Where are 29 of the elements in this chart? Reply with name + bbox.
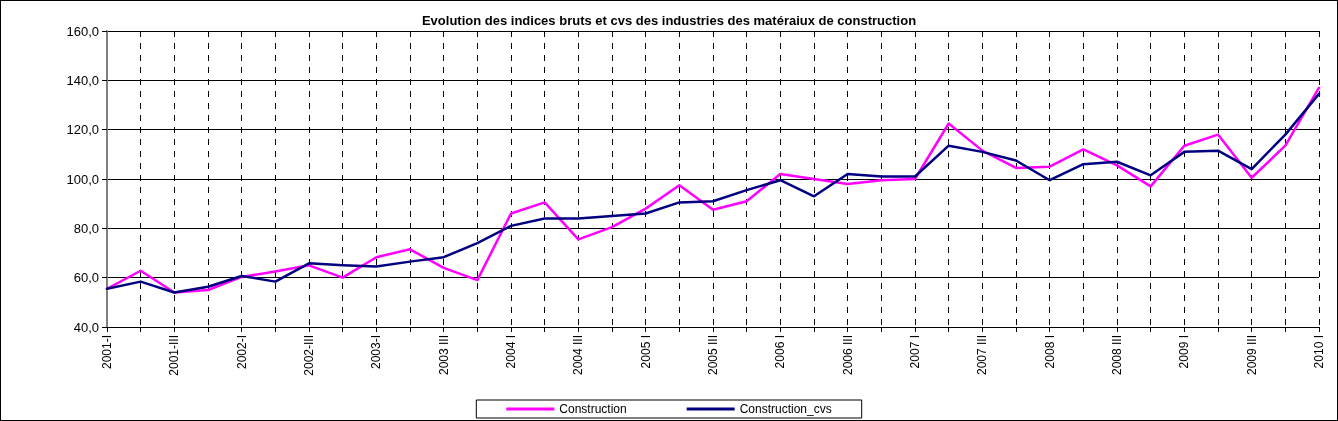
- y-tick-label: 100,0: [66, 171, 99, 187]
- x-tick-label: 2001-I: [100, 335, 114, 370]
- x-tick-label: 2007 III: [975, 335, 990, 376]
- x-tick-label: 2010 I: [1312, 335, 1326, 369]
- x-tick-label: 2006 I: [773, 335, 788, 369]
- y-tick-label: 160,0: [66, 23, 99, 39]
- y-tick-label: 80,0: [73, 220, 99, 236]
- x-tick-label: 2003-I: [369, 335, 384, 370]
- x-tick-label: 2004 I: [504, 335, 518, 369]
- x-tick-label: 2002-I: [234, 335, 249, 370]
- x-tick-label: 2008 III: [1110, 335, 1124, 376]
- x-tick-label: 2009 III: [1244, 335, 1259, 376]
- x-tick-label: 2007 I: [908, 335, 922, 369]
- chart-title: Evolution des indices bruts et cvs des industries des matéraiux de construction: [421, 13, 917, 28]
- x-tick-label: 2005 I: [638, 335, 653, 369]
- x-tick-label: 2009 I: [1177, 335, 1192, 369]
- y-tick-label: 40,0: [73, 319, 99, 335]
- y-tick-label: 60,0: [73, 270, 99, 286]
- x-tick-label: 2002-III: [302, 335, 316, 376]
- legend-label: Construction: [559, 402, 627, 416]
- x-tick-label: 2001-III: [167, 335, 182, 376]
- y-tick-label: 120,0: [66, 122, 99, 138]
- legend-label: Construction_cvs: [739, 402, 832, 416]
- x-tick-label: 2008 I: [1042, 335, 1057, 369]
- x-tick-label: 2005 III: [706, 335, 720, 376]
- x-tick-label: 2006 III: [840, 335, 855, 376]
- x-tick-label: 2004 III: [571, 335, 586, 376]
- y-tick-label: 140,0: [66, 72, 99, 88]
- x-tick-label: 2003 III: [436, 335, 451, 376]
